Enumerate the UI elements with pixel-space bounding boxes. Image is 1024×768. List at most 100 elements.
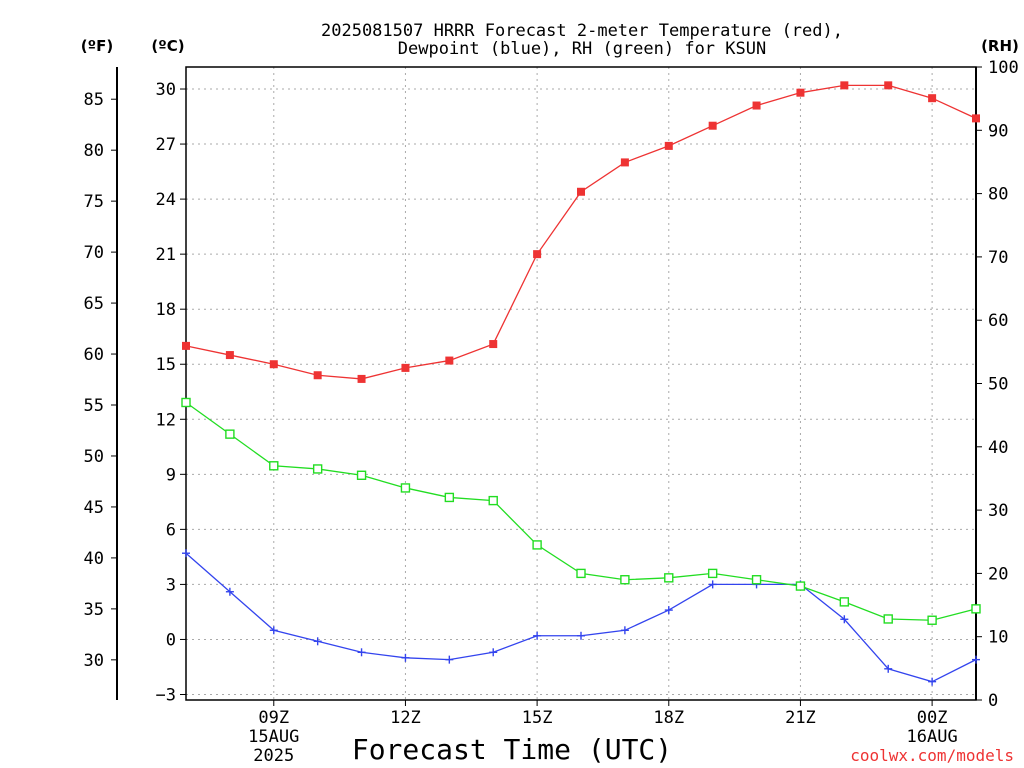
axis-ticks: 302724211815129630−385807570656055504540…: [84, 58, 1019, 766]
dewpoint-point: [577, 631, 585, 640]
dewpoint-point: [357, 648, 366, 657]
rh-tick-label: 40: [988, 438, 1008, 458]
dewpoint-point: [269, 626, 278, 635]
fahrenheit-tick-label: 30: [84, 651, 104, 671]
fahrenheit-tick-label: 75: [84, 192, 104, 212]
rh-point: [664, 573, 674, 583]
x-tick-label: 15Z: [522, 708, 553, 728]
rh-tick-label: 100: [988, 58, 1019, 78]
rh-tick-label: 50: [988, 375, 1008, 395]
dewpoint-point: [489, 648, 498, 657]
rh-tick-label: 80: [988, 185, 1008, 205]
rh-point: [971, 604, 981, 614]
rh-point: [576, 568, 586, 579]
series-rh: [181, 397, 981, 625]
fahrenheit-tick-label: 50: [84, 447, 104, 467]
celsius-tick-label: 24: [156, 190, 176, 210]
rh-point: [225, 429, 235, 439]
temperature-point: [313, 371, 322, 380]
rh-point: [444, 492, 455, 503]
temperature-point: [225, 351, 234, 360]
rh-point: [312, 464, 323, 474]
dewpoint-point: [884, 664, 893, 673]
temperature-point: [401, 363, 410, 372]
x-tick-label: 16AUG: [907, 727, 958, 747]
series-temperature: [182, 81, 980, 383]
x-tick-label: 00Z: [917, 708, 948, 728]
dewpoint-point: [840, 615, 849, 624]
dewpoint-point: [620, 626, 629, 635]
dewpoint-point: [708, 580, 717, 589]
celsius-tick-label: 0: [166, 630, 176, 650]
rh-point: [532, 540, 542, 550]
temperature-point: [533, 250, 542, 259]
fahrenheit-tick-label: 70: [84, 243, 104, 263]
temperature-point: [884, 81, 893, 90]
temperature-point: [708, 121, 717, 130]
rh-tick-label: 10: [988, 628, 1008, 648]
temperature-point: [928, 94, 937, 103]
x-tick-label: 21Z: [785, 708, 816, 728]
dewpoint-point: [664, 606, 673, 615]
x-tick-label: 15AUG: [248, 727, 299, 747]
rh-tick-label: 0: [988, 691, 998, 711]
dewpoint-point: [928, 677, 937, 686]
rh-tick-label: 90: [988, 121, 1008, 141]
rh-point: [356, 470, 367, 480]
dewpoint-point: [445, 655, 454, 664]
celsius-tick-label: 12: [156, 410, 176, 430]
x-tick-label: 09Z: [258, 708, 289, 728]
fahrenheit-tick-label: 65: [84, 294, 104, 314]
grid-lines: [186, 67, 976, 700]
temperature-point: [577, 187, 585, 196]
celsius-tick-label: 6: [166, 520, 176, 540]
fahrenheit-tick-label: 40: [84, 549, 104, 569]
rh-point: [400, 483, 411, 493]
temperature-point: [840, 81, 849, 90]
temperature-point: [269, 360, 278, 369]
rh-tick-label: 70: [988, 248, 1008, 268]
temperature-point: [752, 101, 761, 110]
temperature-point: [445, 356, 454, 365]
temperature-point: [664, 141, 673, 150]
rh-axis-label: (RH): [981, 37, 1019, 55]
celsius-axis-label: (ºC): [151, 37, 184, 55]
fahrenheit-tick-label: 80: [84, 141, 104, 161]
x-tick-label: 18Z: [653, 708, 684, 728]
rh-point: [883, 614, 893, 624]
rh-point: [839, 597, 850, 607]
celsius-tick-label: 30: [156, 80, 176, 100]
dewpoint-point: [972, 655, 980, 664]
plot-frame: [185, 66, 977, 701]
data-series: [181, 81, 981, 686]
rh-tick-label: 20: [988, 564, 1008, 584]
temperature-point: [489, 340, 498, 349]
dewpoint-point: [225, 587, 234, 596]
celsius-tick-label: 15: [156, 355, 176, 375]
celsius-tick-label: 27: [156, 135, 176, 155]
celsius-tick-label: 18: [156, 300, 176, 320]
rh-point: [707, 568, 718, 579]
rh-tick-label: 30: [988, 501, 1008, 521]
x-tick-label: 12Z: [390, 708, 421, 728]
dewpoint-point: [313, 637, 322, 646]
temperature-point: [182, 341, 190, 350]
chart-title-line2: Dewpoint (blue), RH (green) for KSUN: [398, 39, 766, 59]
dewpoint-point: [401, 653, 410, 662]
series-line-temperature: [185, 84, 977, 380]
fahrenheit-tick-label: 85: [84, 90, 104, 110]
dewpoint-point: [533, 631, 542, 640]
series-line-rh: [185, 401, 977, 621]
rh-point: [269, 461, 279, 471]
rh-point: [620, 575, 630, 585]
x-tick-label: 2025: [253, 746, 294, 766]
rh-point: [751, 575, 762, 585]
celsius-tick-label: 3: [166, 575, 176, 595]
temperature-point: [620, 158, 629, 167]
credit-text: coolwx.com/models: [850, 746, 1014, 765]
temperature-point: [796, 88, 805, 97]
rh-point: [795, 581, 806, 591]
fahrenheit-tick-label: 45: [84, 498, 104, 518]
rh-point: [927, 615, 937, 625]
